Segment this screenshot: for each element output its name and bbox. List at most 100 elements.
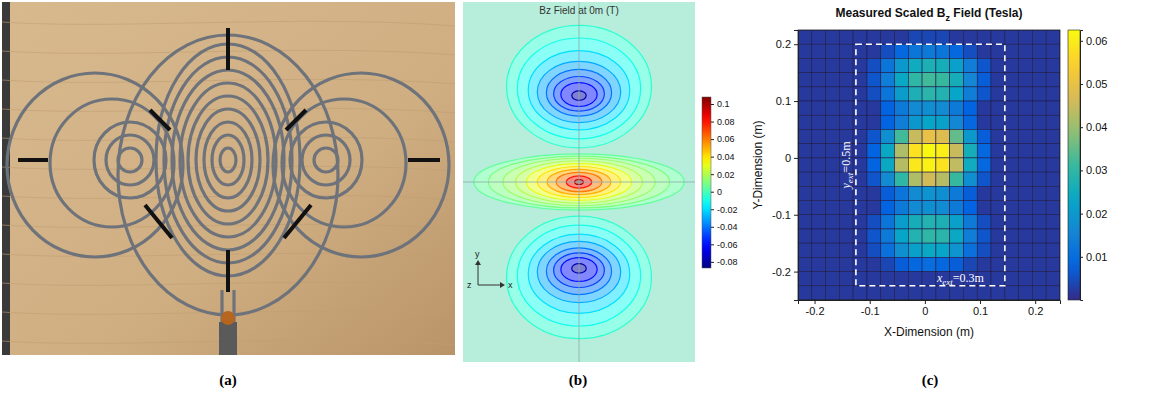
tick: 0 <box>922 300 928 317</box>
heatmap-cell <box>1046 257 1060 271</box>
heatmap-cell <box>1046 243 1060 257</box>
heatmap-cell <box>950 286 964 300</box>
heatmap-cell <box>1046 58 1060 72</box>
axis-line <box>1081 31 1084 301</box>
heatmap-cell <box>839 243 853 257</box>
tick-label: 0.1 <box>973 305 988 317</box>
tick-label: 0.2 <box>776 38 791 50</box>
heatmap-cell <box>1046 172 1060 186</box>
tick-label: 0 <box>717 187 722 197</box>
tick-mark <box>711 227 714 228</box>
heatmap-cell <box>1019 158 1033 172</box>
heatmap-cell <box>1019 286 1033 300</box>
heatmap-cell <box>991 257 1005 271</box>
heatmap-cell <box>922 215 936 229</box>
heatmap-cell <box>798 144 812 158</box>
heatmap-cell <box>950 101 964 115</box>
heatmap-cell <box>839 257 853 271</box>
heatmap-cell <box>991 286 1005 300</box>
heatmap-cell <box>1032 58 1046 72</box>
tick-mark <box>711 157 714 158</box>
tick-mark <box>1080 257 1083 258</box>
heatmap-cell <box>867 58 881 72</box>
tick: 0.1 <box>711 99 730 109</box>
heatmap-cell <box>991 243 1005 257</box>
coil-loop <box>7 73 183 257</box>
plot-frame <box>798 30 1060 300</box>
heatmap-cell <box>826 115 840 129</box>
heatmap-cell <box>881 201 895 215</box>
tick-label: -0.02 <box>717 205 738 215</box>
heatmap-cell <box>812 158 826 172</box>
tick: 0.06 <box>1080 35 1107 47</box>
heatmap-cell <box>1032 215 1046 229</box>
heatmap-cell <box>798 243 812 257</box>
heatmap-cell <box>895 44 909 58</box>
coil-loop <box>180 83 276 237</box>
tick-label: 0.02 <box>717 170 735 180</box>
heatmap-cell <box>1032 30 1046 44</box>
heatmap-cell <box>826 144 840 158</box>
heatmap-cell <box>1019 172 1033 186</box>
heatmap-cell <box>798 286 812 300</box>
heatmap-cell <box>867 257 881 271</box>
heatmap-cell <box>798 158 812 172</box>
heatmap-cell <box>936 186 950 200</box>
heatmap-cell <box>881 144 895 158</box>
heatmap-cell <box>963 58 977 72</box>
heatmap-cell <box>963 201 977 215</box>
heatmap-cell <box>1005 73 1019 87</box>
heatmap-cell <box>977 201 991 215</box>
tick-mark <box>794 101 798 102</box>
crosshair <box>463 182 695 183</box>
heatmap-cell <box>812 101 826 115</box>
tick-mark <box>711 174 714 175</box>
heatmap-cell <box>1032 172 1046 186</box>
heatmap-cell <box>922 144 936 158</box>
tick-mark <box>794 44 798 45</box>
heatmap-cell <box>977 73 991 87</box>
tick: 0.1 <box>776 95 798 107</box>
tick-label: -0.06 <box>717 240 738 250</box>
heatmap-cell <box>798 73 812 87</box>
tick: -0.2 <box>772 266 798 278</box>
heatmap-cell <box>1032 44 1046 58</box>
heatmap-cell <box>908 144 922 158</box>
heatmap-cell <box>1032 101 1046 115</box>
heatmap-cell <box>1005 257 1019 271</box>
heatmap-cell <box>963 215 977 229</box>
heatmap-cell <box>936 87 950 101</box>
heatmap-cell <box>867 186 881 200</box>
photo-content <box>2 2 455 355</box>
heatmap-cell <box>839 201 853 215</box>
heatmap-cell <box>853 286 867 300</box>
annotation: yext=0.5m <box>839 141 855 190</box>
heatmap-cell <box>950 44 964 58</box>
heatmap-cell <box>1032 201 1046 215</box>
indicator-label: x <box>508 280 513 290</box>
heatmap-cell <box>895 129 909 143</box>
tick-label: -0.1 <box>772 209 791 221</box>
heatmap-cell <box>826 58 840 72</box>
heatmap-cell <box>798 129 812 143</box>
marker-line <box>286 110 306 130</box>
heatmap-cell <box>1046 30 1060 44</box>
coil-loop <box>282 99 406 227</box>
heatmap-cell <box>936 286 950 300</box>
heatmap-cell <box>895 87 909 101</box>
tick-label: 0.08 <box>717 117 735 127</box>
heatmap-cell <box>1005 201 1019 215</box>
colorbar <box>702 97 711 268</box>
marker-line <box>150 110 170 130</box>
heatmap-cell <box>1032 257 1046 271</box>
heatmap-cell <box>812 58 826 72</box>
heatmap-cell <box>908 58 922 72</box>
heatmap-cell <box>881 129 895 143</box>
heatmap-cell <box>881 286 895 300</box>
heatmap-cell <box>963 87 977 101</box>
heatmap-cell <box>826 243 840 257</box>
tick-mark <box>815 300 816 304</box>
connector <box>221 311 235 325</box>
tick-label: 0.03 <box>1086 164 1107 176</box>
tick: 0.03 <box>1080 164 1107 176</box>
